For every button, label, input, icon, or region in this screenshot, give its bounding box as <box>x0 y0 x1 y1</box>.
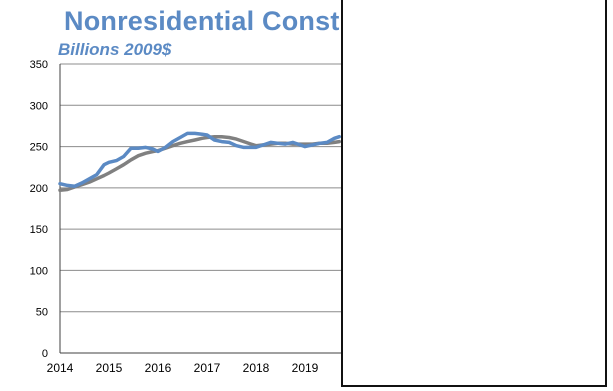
blank-panel <box>341 0 607 387</box>
y-tick-label: 200 <box>30 183 48 195</box>
chart-title: Nonresidential Constru <box>64 6 367 36</box>
y-tick-label: 250 <box>30 142 48 154</box>
y-tick-label: 150 <box>30 224 48 236</box>
chart-subtitle: Billions 2009$ <box>58 40 172 59</box>
y-tick-label: 0 <box>42 348 48 360</box>
y-tick-label: 300 <box>30 100 48 112</box>
x-tick-label: 2015 <box>96 361 123 375</box>
series-line-1 <box>58 131 342 188</box>
x-tick-label: 2019 <box>292 361 319 375</box>
y-tick-label: 350 <box>30 59 48 71</box>
x-tick-label: 2017 <box>194 361 221 375</box>
y-tick-label: 100 <box>30 265 48 277</box>
y-tick-label: 50 <box>36 307 48 319</box>
x-tick-label: 2014 <box>47 361 74 375</box>
x-tick-label: 2018 <box>243 361 270 375</box>
x-tick-label: 2016 <box>145 361 172 375</box>
